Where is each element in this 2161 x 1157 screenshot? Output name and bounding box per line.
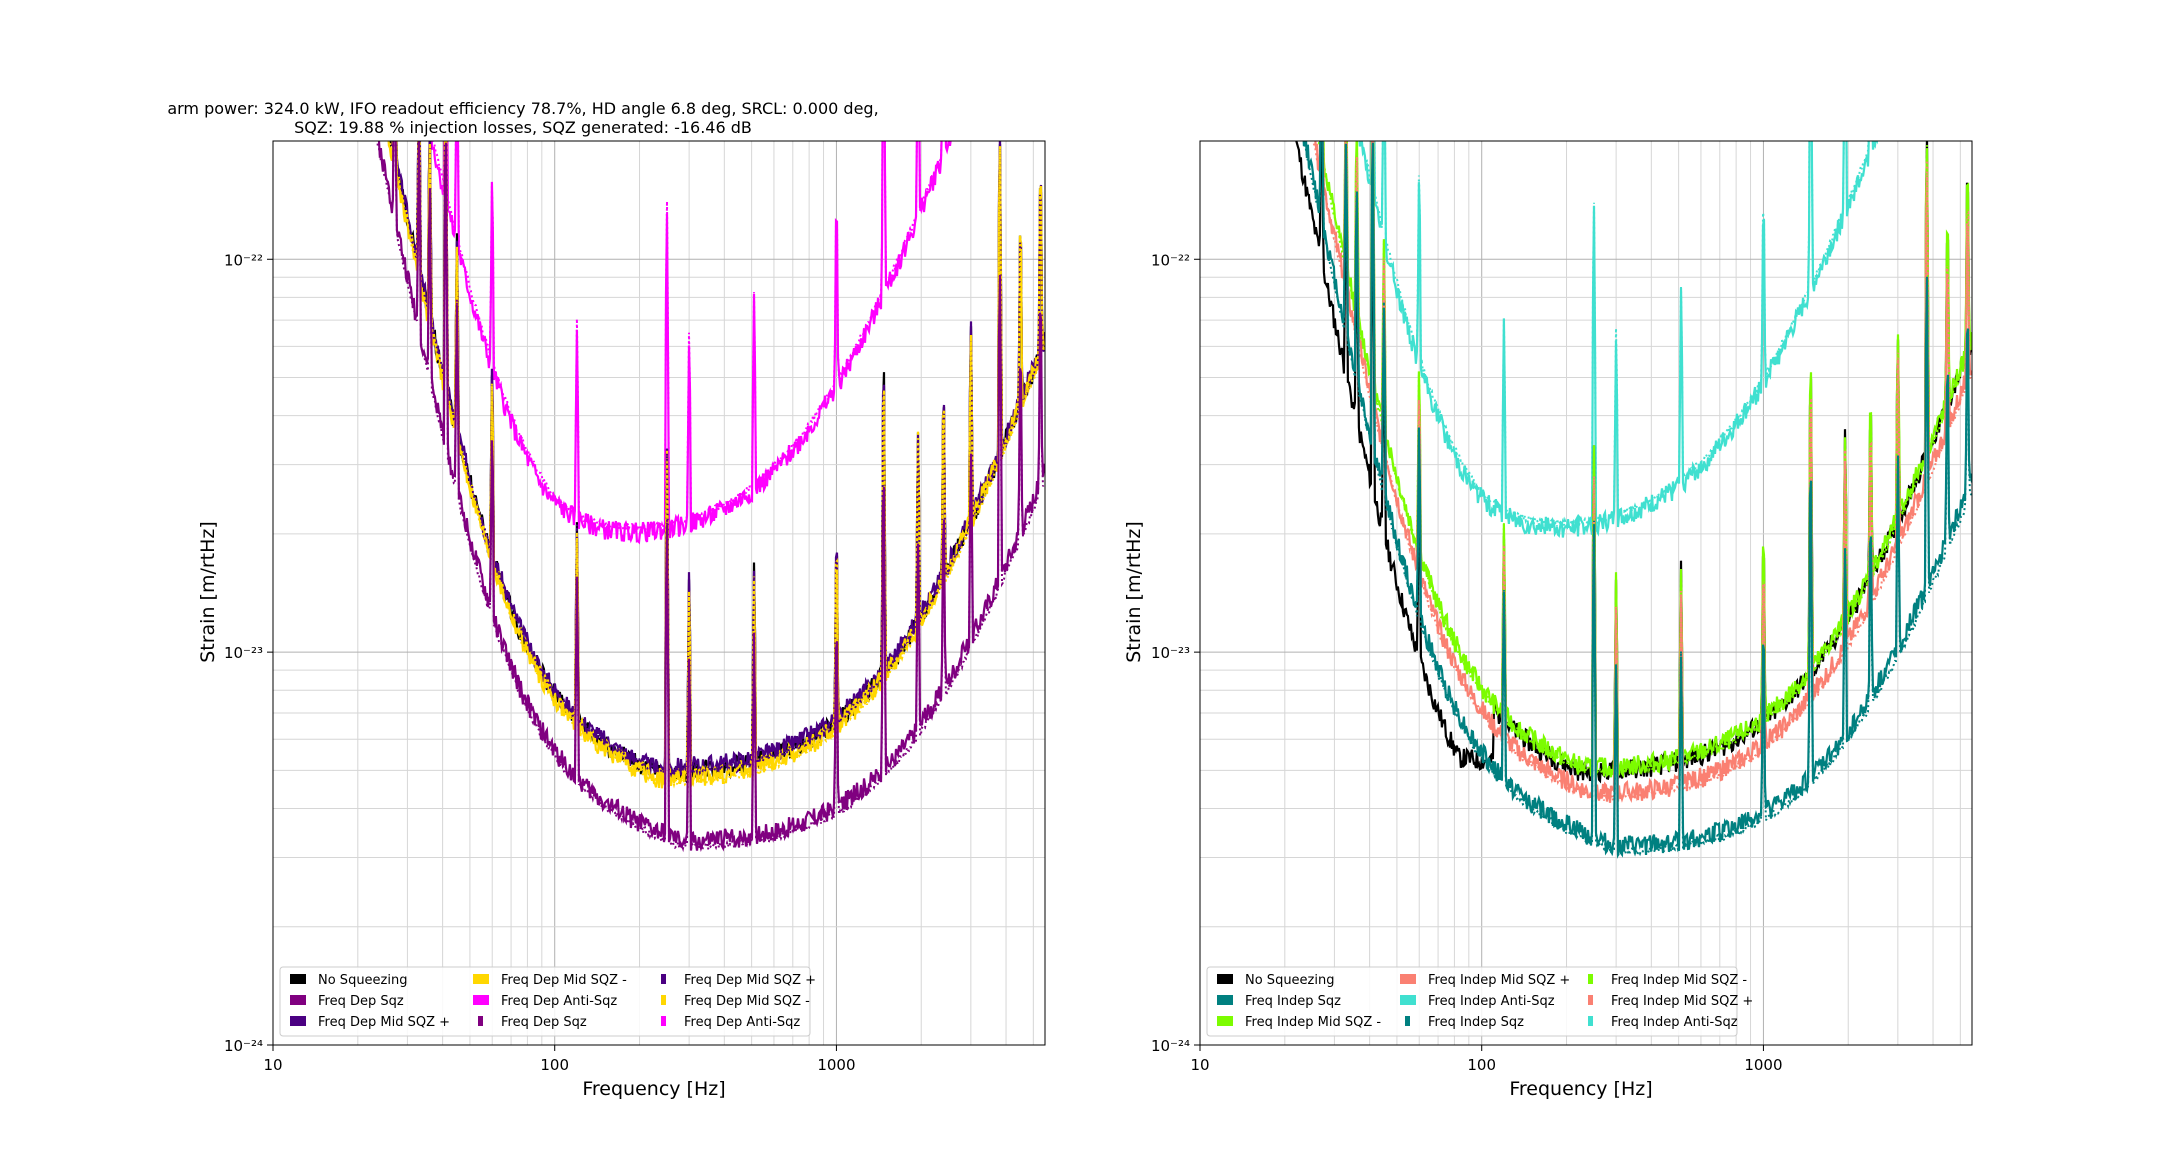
right-chart-panel: Frequency [Hz] Strain [m/rtHz] 10 100 1000… [1123, 140, 1973, 1100]
right-series-line-2 [1322, 141, 1972, 779]
left-legend-label: Freq Dep Sqz [501, 1015, 587, 1030]
right-legend-label: Freq Indep Mid SQZ + [1428, 973, 1570, 988]
left-legend-swatch [478, 1016, 483, 1026]
left-legend-label: No Squeezing [318, 973, 407, 988]
left-legend-box [279, 966, 811, 1037]
left-chart-title: arm power: 324.0 kW, IFO readout efficie… [167, 99, 878, 118]
left-x-tick-label: 1000 [817, 1056, 855, 1074]
right-y-tick-label: 10⁻²² [1151, 251, 1190, 269]
right-series-line-6 [1316, 141, 1972, 778]
left-legend-swatch [290, 1016, 306, 1026]
left-legend-label: Freq Dep Mid SQZ - [684, 994, 810, 1009]
right-legend-label: Freq Indep Sqz [1428, 1015, 1524, 1030]
left-x-tick-label: 10 [263, 1056, 282, 1074]
right-legend-box [1206, 966, 1738, 1037]
left-plot-frame [272, 140, 1046, 1046]
right-legend-swatch [1217, 1016, 1233, 1026]
right-legend-swatch [1400, 995, 1416, 1005]
right-legend-swatch [1588, 1016, 1593, 1026]
right-legend-swatch [1217, 974, 1233, 984]
right-legend-label: Freq Indep Mid SQZ - [1245, 1015, 1381, 1030]
right-legend-label: Freq Indep Anti-Sqz [1428, 994, 1555, 1009]
left-series-line-7 [387, 141, 1045, 789]
right-series-group [1295, 141, 1972, 859]
left-chart-subtitle: SQZ: 19.88 % injection losses, SQZ gener… [294, 118, 752, 137]
right-series-line-0 [1295, 141, 1972, 784]
left-legend-label: Freq Dep Anti-Sqz [684, 1015, 800, 1030]
left-legend-label: Freq Dep Mid SQZ + [684, 973, 816, 988]
right-series-line-5 [1302, 141, 1972, 859]
left-legend-swatch [661, 1016, 666, 1026]
right-y-axis-label: Strain [m/rtHz] [1123, 521, 1145, 663]
left-legend-label: Freq Dep Mid SQZ + [318, 1015, 450, 1030]
right-legend-swatch [1588, 974, 1593, 984]
right-y-tick-label: 10⁻²³ [1151, 644, 1190, 662]
left-y-tick-label: 10⁻²⁴ [224, 1037, 263, 1055]
right-legend-label: Freq Indep Mid SQZ + [1611, 994, 1753, 1009]
right-legend-label: Freq Indep Anti-Sqz [1611, 1015, 1738, 1030]
left-legend-swatch [661, 995, 666, 1005]
left-x-tick-label: 100 [540, 1056, 569, 1074]
right-series-line-8 [1360, 141, 1875, 530]
right-series-line-1 [1302, 141, 1972, 858]
left-legend-label: Freq Dep Anti-Sqz [501, 994, 617, 1009]
left-y-tick-label: 10⁻²² [224, 251, 263, 269]
left-legend-swatch [290, 995, 306, 1005]
right-y-tick-label: 10⁻²⁴ [1151, 1037, 1190, 1055]
right-x-tick-label: 1000 [1744, 1056, 1782, 1074]
right-legend-label: Freq Indep Mid SQZ - [1611, 973, 1747, 988]
left-x-axis-label: Frequency [Hz] [582, 1078, 725, 1100]
right-x-tick-label: 100 [1467, 1056, 1496, 1074]
right-legend-swatch [1405, 1016, 1410, 1026]
left-series-line-8 [432, 141, 950, 534]
right-legend-swatch [1400, 974, 1416, 984]
left-legend-swatch [661, 974, 666, 984]
right-x-tick-label: 10 [1190, 1056, 1209, 1074]
right-x-axis-label: Frequency [Hz] [1509, 1078, 1652, 1100]
left-chart-panel: arm power: 324.0 kW, IFO readout efficie… [167, 99, 1046, 1100]
right-series-line-7 [1312, 141, 1972, 804]
left-legend: No Squeezing Freq Dep Sqz Freq Dep Mid SQZ… [279, 966, 816, 1037]
left-series-line-1 [377, 141, 1045, 853]
right-legend-label: No Squeezing [1245, 973, 1334, 988]
left-series-line-3 [387, 141, 1045, 789]
right-legend: No Squeezing Freq Indep Sqz Freq Indep Mid… [1206, 966, 1753, 1037]
right-series-line-4 [1358, 141, 1879, 538]
left-series-line-5 [376, 141, 1045, 853]
left-legend-swatch [473, 974, 489, 984]
left-series-group [376, 141, 1045, 853]
left-series-line-6 [389, 141, 1045, 778]
right-legend-swatch [1217, 995, 1233, 1005]
left-legend-swatch [290, 974, 306, 984]
left-legend-label: Freq Dep Sqz [318, 994, 404, 1009]
left-y-axis-label: Strain [m/rtHz] [197, 521, 219, 663]
left-y-tick-label: 10⁻²³ [224, 644, 263, 662]
left-legend-label: Freq Dep Mid SQZ - [501, 973, 627, 988]
right-legend-label: Freq Indep Sqz [1245, 994, 1341, 1009]
left-series-line-4 [430, 141, 952, 545]
right-plot-frame [1199, 140, 1973, 1046]
right-legend-swatch [1588, 995, 1593, 1005]
left-legend-swatch [473, 995, 489, 1005]
